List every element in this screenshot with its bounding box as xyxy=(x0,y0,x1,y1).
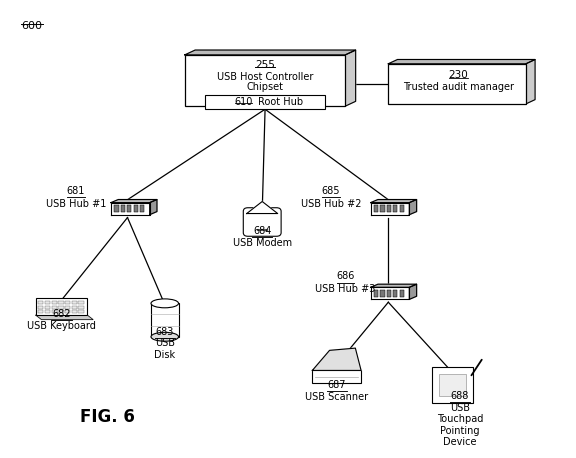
FancyBboxPatch shape xyxy=(71,310,77,313)
Text: FIG. 6: FIG. 6 xyxy=(80,408,135,426)
FancyBboxPatch shape xyxy=(51,301,57,305)
Text: 688: 688 xyxy=(451,391,469,401)
FancyBboxPatch shape xyxy=(140,205,144,212)
FancyBboxPatch shape xyxy=(381,205,385,212)
Polygon shape xyxy=(410,200,416,215)
Polygon shape xyxy=(371,200,416,202)
FancyBboxPatch shape xyxy=(45,305,50,309)
FancyBboxPatch shape xyxy=(387,290,391,297)
Text: 230: 230 xyxy=(448,71,468,80)
Text: USB Keyboard: USB Keyboard xyxy=(27,321,96,331)
FancyBboxPatch shape xyxy=(388,64,526,104)
FancyBboxPatch shape xyxy=(36,298,88,315)
Polygon shape xyxy=(111,202,150,215)
FancyBboxPatch shape xyxy=(374,290,378,297)
Text: USB
Disk: USB Disk xyxy=(154,338,175,360)
Polygon shape xyxy=(371,202,410,215)
FancyBboxPatch shape xyxy=(78,305,84,309)
Ellipse shape xyxy=(151,299,179,308)
FancyBboxPatch shape xyxy=(400,290,404,297)
FancyBboxPatch shape xyxy=(45,310,50,313)
FancyBboxPatch shape xyxy=(243,208,281,236)
FancyBboxPatch shape xyxy=(51,305,57,309)
Text: USB Modem: USB Modem xyxy=(233,238,292,248)
Polygon shape xyxy=(111,200,157,202)
FancyBboxPatch shape xyxy=(38,310,43,313)
Text: USB
Touchpad
Pointing
Device: USB Touchpad Pointing Device xyxy=(437,403,483,447)
FancyBboxPatch shape xyxy=(400,205,404,212)
FancyBboxPatch shape xyxy=(65,305,70,309)
FancyBboxPatch shape xyxy=(387,205,391,212)
FancyBboxPatch shape xyxy=(38,301,43,305)
Text: USB Host Controller: USB Host Controller xyxy=(217,72,313,82)
FancyBboxPatch shape xyxy=(433,367,472,403)
FancyBboxPatch shape xyxy=(58,301,63,305)
Text: 684: 684 xyxy=(253,226,271,236)
FancyBboxPatch shape xyxy=(121,205,125,212)
FancyBboxPatch shape xyxy=(45,301,50,305)
Text: USB Hub #2: USB Hub #2 xyxy=(301,199,361,209)
Polygon shape xyxy=(371,287,410,300)
FancyBboxPatch shape xyxy=(78,301,84,305)
FancyBboxPatch shape xyxy=(115,205,119,212)
Polygon shape xyxy=(410,284,416,300)
Text: 683: 683 xyxy=(156,327,174,337)
Polygon shape xyxy=(150,200,157,215)
Ellipse shape xyxy=(151,333,179,341)
Polygon shape xyxy=(312,348,361,371)
Text: 687: 687 xyxy=(328,380,346,390)
FancyBboxPatch shape xyxy=(439,374,467,396)
Text: 600: 600 xyxy=(21,22,42,32)
Text: 255: 255 xyxy=(255,60,275,70)
Text: USB Hub #1: USB Hub #1 xyxy=(46,199,106,209)
FancyBboxPatch shape xyxy=(65,301,70,305)
FancyBboxPatch shape xyxy=(65,310,70,313)
FancyBboxPatch shape xyxy=(78,310,84,313)
Polygon shape xyxy=(526,60,535,104)
FancyBboxPatch shape xyxy=(127,205,131,212)
Polygon shape xyxy=(36,315,93,320)
FancyBboxPatch shape xyxy=(374,205,378,212)
FancyBboxPatch shape xyxy=(51,310,57,313)
Text: 610: 610 xyxy=(234,97,253,107)
FancyBboxPatch shape xyxy=(185,55,346,106)
FancyBboxPatch shape xyxy=(151,303,179,337)
FancyBboxPatch shape xyxy=(58,305,63,309)
Polygon shape xyxy=(388,60,535,64)
FancyBboxPatch shape xyxy=(38,305,43,309)
FancyBboxPatch shape xyxy=(71,305,77,309)
Text: 686: 686 xyxy=(336,271,354,281)
Polygon shape xyxy=(346,50,355,106)
FancyBboxPatch shape xyxy=(71,301,77,305)
Text: 685: 685 xyxy=(322,186,340,196)
FancyBboxPatch shape xyxy=(58,310,63,313)
Text: Chipset: Chipset xyxy=(247,82,283,92)
FancyBboxPatch shape xyxy=(312,371,361,383)
Text: 682: 682 xyxy=(52,309,71,319)
Text: Trusted audit manager: Trusted audit manager xyxy=(403,82,514,92)
Polygon shape xyxy=(247,202,278,213)
FancyBboxPatch shape xyxy=(393,205,397,212)
Text: Root Hub: Root Hub xyxy=(258,97,303,107)
FancyBboxPatch shape xyxy=(393,290,397,297)
Text: USB Scanner: USB Scanner xyxy=(305,392,368,402)
FancyBboxPatch shape xyxy=(134,205,138,212)
Text: USB Hub #3: USB Hub #3 xyxy=(315,284,376,294)
Polygon shape xyxy=(371,284,416,287)
Text: 681: 681 xyxy=(67,186,85,196)
FancyBboxPatch shape xyxy=(381,290,385,297)
Polygon shape xyxy=(185,50,355,55)
FancyBboxPatch shape xyxy=(205,95,325,109)
